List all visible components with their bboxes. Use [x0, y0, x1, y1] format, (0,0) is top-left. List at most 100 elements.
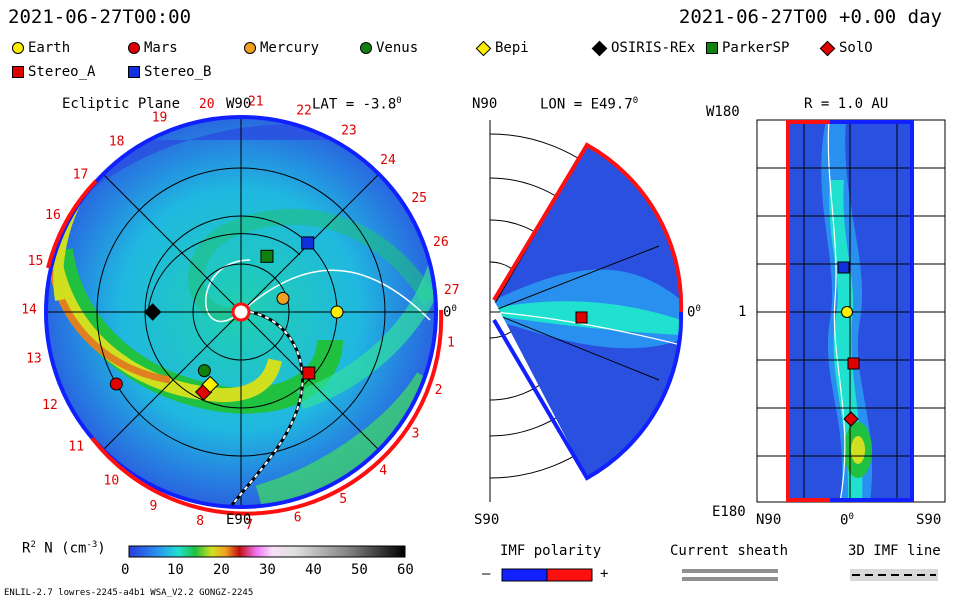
carrington-label: 19: [152, 110, 168, 125]
radial-y-bottom: E180: [712, 504, 746, 520]
legend-item-solo: SolO: [819, 40, 873, 56]
colorbar-tick: 30: [259, 562, 276, 578]
carrington-label: 24: [380, 153, 396, 168]
ecliptic-bottom-label: E90: [226, 512, 252, 528]
legend-item-osiris-rex: OSIRIS-REx: [591, 40, 696, 56]
legend-item-bepi: Bepi: [475, 40, 529, 56]
carrington-label: 4: [379, 463, 387, 478]
carrington-label: 10: [104, 474, 120, 489]
legend-item-mars: Mars: [128, 40, 178, 56]
legend-label: Stereo_A: [28, 64, 96, 80]
legend-label: SolO: [839, 40, 873, 56]
date-right: 2021-06-27T00 +0.00 day: [678, 6, 942, 28]
radial-x-mid: 00: [840, 512, 854, 529]
meridional-bottom-label: S90: [474, 512, 500, 528]
carrington-label: 27: [444, 283, 460, 298]
colorbar-tick: 20: [213, 562, 230, 578]
meridional-lon-label: LON = E49.70: [540, 96, 639, 113]
carrington-label: 26: [433, 235, 449, 250]
ecliptic-marker-stereo-a: [302, 366, 316, 380]
radial-x-right: S90: [916, 512, 942, 528]
legend-label: Earth: [28, 40, 71, 56]
legend-label: Venus: [376, 40, 419, 56]
legend-item-stereo-a: Stereo_A: [12, 64, 95, 80]
carrington-label: 2: [435, 383, 443, 398]
carrington-label: 12: [42, 398, 58, 413]
carrington-label: 20: [199, 97, 215, 112]
footer-left: ENLIL-2.7 lowres-2245-a4b1 WSA_V2.2 GONG…: [4, 588, 254, 598]
current-sheath-title: Current sheath: [670, 543, 789, 559]
legend-label: Mars: [144, 40, 178, 56]
date-left: 2021-06-27T00:00: [8, 6, 192, 28]
ecliptic-marker-mars: [109, 377, 123, 391]
ecliptic-marker-stereo-b: [301, 236, 315, 250]
ecliptic-marker-osiris-rex: [143, 303, 162, 321]
legend-label: Bepi: [495, 40, 529, 56]
ecliptic-title: Ecliptic Plane: [62, 96, 181, 112]
ecliptic-marker-earth: [330, 305, 344, 319]
imf-polarity-plus: +: [600, 566, 609, 582]
meridional-right-label: 00: [687, 304, 701, 321]
colorbar-tick: 60: [397, 562, 414, 578]
ecliptic-marker-parkersp: [260, 249, 274, 263]
colorbar-tick: 10: [167, 562, 184, 578]
radial-y-mid: 1: [738, 304, 747, 320]
legend-item-parkersp: ParkerSP: [706, 40, 789, 56]
meridional-panel: [489, 120, 684, 502]
ecliptic-lat-label: LAT = -3.80: [312, 96, 402, 113]
colorbar-tick: 40: [305, 562, 322, 578]
colorbar-tick: 50: [351, 562, 368, 578]
carrington-label: 25: [411, 191, 427, 206]
legend-marker: [360, 42, 372, 54]
imf-line-title: 3D IMF line: [848, 543, 941, 559]
carrington-label: 18: [109, 134, 125, 149]
carrington-label: 11: [68, 439, 84, 454]
legend-item-mercury: Mercury: [244, 40, 319, 56]
imf-polarity-negative: [501, 568, 548, 582]
carrington-label: 6: [294, 510, 302, 525]
legend-marker: [12, 66, 24, 78]
legend-label: OSIRIS-REx: [611, 40, 696, 56]
radial-y-top: W180: [706, 104, 740, 120]
carrington-label: 15: [28, 254, 44, 269]
carrington-label: 13: [26, 352, 42, 367]
radial-x-left: N90: [756, 512, 782, 528]
imf-polarity-positive: [546, 568, 593, 582]
carrington-label: 14: [21, 303, 37, 318]
colorbar: [128, 545, 406, 558]
carrington-label: 7: [245, 518, 253, 533]
ecliptic-marker-mercury: [276, 291, 290, 305]
carrington-label: 23: [341, 124, 357, 139]
carrington-label: 1: [447, 336, 455, 351]
carrington-label: 3: [412, 426, 420, 441]
legend-label: ParkerSP: [722, 40, 790, 56]
imf-polarity-title: IMF polarity: [500, 543, 602, 559]
carrington-label: 9: [150, 499, 158, 514]
legend-item-earth: Earth: [12, 40, 70, 56]
ecliptic-right-label: 00: [443, 304, 457, 321]
legend-marker: [12, 42, 24, 54]
meridional-top-label: N90: [472, 96, 498, 112]
legend-marker: [128, 66, 140, 78]
legend-item-venus: Venus: [360, 40, 418, 56]
legend-marker: [128, 42, 140, 54]
current-sheath-line-1: [682, 569, 778, 573]
carrington-label: 8: [196, 514, 204, 529]
legend-marker: [706, 42, 718, 54]
ecliptic-marker-bepi: [201, 375, 219, 394]
radial-r-label: R = 1.0 AU: [804, 96, 889, 112]
carrington-label: 22: [296, 104, 312, 119]
imf-polarity-minus: –: [482, 566, 491, 582]
carrington-label: 16: [45, 208, 61, 223]
legend-label: Mercury: [260, 40, 320, 56]
radial-panel: [756, 119, 946, 503]
colorbar-label: R2 N (cm-3): [22, 540, 106, 557]
carrington-label: 21: [248, 95, 264, 110]
legend-label: Stereo_B: [144, 64, 212, 80]
ecliptic-marker-venus: [197, 364, 211, 378]
carrington-label: 5: [339, 492, 347, 507]
ecliptic-top-label: W90: [226, 96, 252, 112]
legend-marker: [244, 42, 256, 54]
